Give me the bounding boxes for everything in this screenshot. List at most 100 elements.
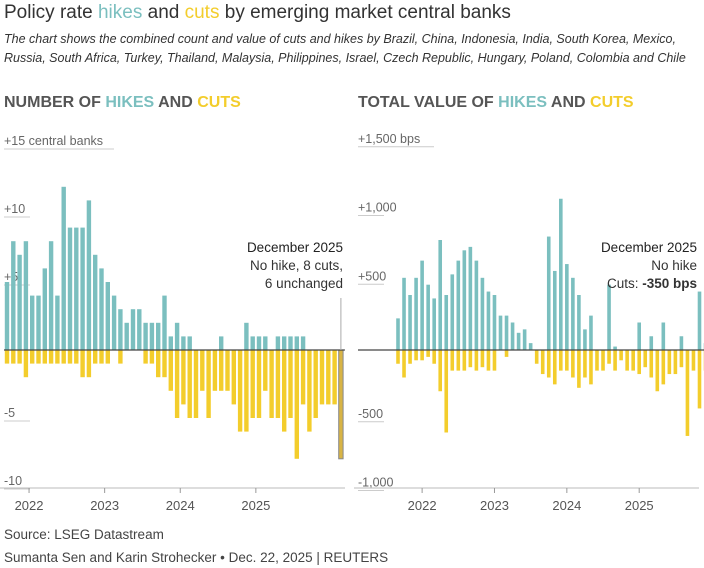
cut-bar <box>61 350 66 364</box>
cut-bar <box>105 350 110 364</box>
credit-line: Sumanta Sen and Karin Strohecker • Dec. … <box>4 550 389 565</box>
cut-bar <box>546 350 551 378</box>
hike-bar <box>294 336 299 350</box>
cut-bar <box>540 350 545 375</box>
hike-bar <box>589 315 593 350</box>
cut-bar <box>667 350 672 375</box>
cut-bar <box>679 350 684 368</box>
x-tick-label: 2024 <box>552 498 581 513</box>
cut-bar <box>643 350 648 368</box>
cut-bar <box>408 350 412 364</box>
hike-bar <box>23 241 29 350</box>
cut-bar <box>288 350 293 418</box>
hike-bar <box>130 309 136 350</box>
cut-bar <box>661 350 666 385</box>
hike-bar <box>444 295 449 350</box>
cut-bar <box>162 350 167 378</box>
cut-bar <box>206 350 211 418</box>
cut-bar <box>118 350 123 364</box>
hike-bar <box>55 295 60 350</box>
title-cuts-word: cuts <box>184 2 220 23</box>
hike-bar <box>438 240 443 350</box>
cut-bar <box>426 350 430 357</box>
hike-bar <box>256 336 262 350</box>
hike-bar <box>282 336 287 350</box>
hike-bar <box>250 336 255 350</box>
cut-bar <box>200 350 205 391</box>
cut-bar <box>36 350 41 364</box>
cut-bar <box>263 350 268 391</box>
hike-bar <box>30 295 35 350</box>
cut-bar <box>11 350 16 364</box>
cut-bar <box>225 350 230 391</box>
hike-bar <box>552 270 557 350</box>
cut-bar <box>256 350 262 418</box>
hike-bar <box>450 274 455 350</box>
hike-bar <box>187 336 192 350</box>
cut-bar <box>231 350 236 405</box>
x-tick-label: 2024 <box>166 498 195 513</box>
cut-bar <box>67 350 73 364</box>
y-tick-label: -5 <box>4 406 15 420</box>
cut-bar <box>143 350 148 364</box>
hike-bar <box>4 282 10 350</box>
hike-bar <box>300 336 306 350</box>
cut-bar <box>30 350 35 364</box>
cut-bar <box>282 350 287 432</box>
hike-bar <box>607 284 611 350</box>
cut-bar <box>571 350 575 378</box>
left-panel-title: NUMBER OF HIKES AND CUTS <box>4 94 241 111</box>
hike-bar <box>679 336 684 350</box>
cut-bar <box>181 350 186 405</box>
cut-bar <box>74 350 79 364</box>
hike-bar <box>111 295 117 350</box>
y-tick-label: +1,500 bps <box>358 132 420 146</box>
hike-bar <box>99 268 104 350</box>
hike-bar <box>577 295 581 350</box>
cut-bar <box>48 350 54 364</box>
hike-bar <box>42 268 47 350</box>
source-note: Source: LSEG Datastream <box>4 527 164 542</box>
cut-bar <box>673 350 678 375</box>
cut-bar <box>438 350 443 392</box>
value-chart: +1,500 bps +1,000 +500 -500 -1,000 2022 2023 20… <box>354 132 704 513</box>
cut-bar <box>565 350 569 371</box>
cut-bar <box>534 350 539 364</box>
hike-bar <box>498 315 503 350</box>
cut-bar <box>504 350 509 357</box>
cut-bar <box>552 350 557 385</box>
cut-bar <box>480 350 485 368</box>
hike-bar <box>522 329 527 350</box>
hike-bar <box>516 332 521 350</box>
hike-bar <box>74 227 79 350</box>
cut-bar <box>250 350 255 418</box>
cut-bar <box>589 350 593 385</box>
hike-bar <box>571 277 575 350</box>
cut-bar <box>420 350 424 361</box>
cut-bar <box>414 350 418 361</box>
cut-bar <box>86 350 92 378</box>
x-tick-label: 2023 <box>90 498 119 513</box>
cut-bar <box>42 350 47 364</box>
hike-bar <box>61 186 66 350</box>
hike-bar <box>174 322 180 350</box>
hike-bar <box>118 309 123 350</box>
cut-bar <box>17 350 22 364</box>
hike-bar <box>468 246 473 350</box>
hike-bar <box>181 336 186 350</box>
cut-bar <box>313 350 318 418</box>
y-tick-label: -1,000 <box>358 476 393 490</box>
hike-bar <box>504 315 509 350</box>
hike-bar <box>17 254 22 350</box>
hike-bar <box>414 277 418 350</box>
cut-bar <box>559 350 563 371</box>
hike-bar <box>396 318 400 350</box>
hike-bar <box>613 346 617 350</box>
cut-bar <box>577 350 581 388</box>
x-tick-label: 2025 <box>241 498 270 513</box>
hike-bar <box>86 200 92 350</box>
hike-bar <box>420 260 424 350</box>
cut-bar <box>685 350 690 436</box>
hike-bar <box>426 284 430 350</box>
hike-bar <box>48 241 54 350</box>
